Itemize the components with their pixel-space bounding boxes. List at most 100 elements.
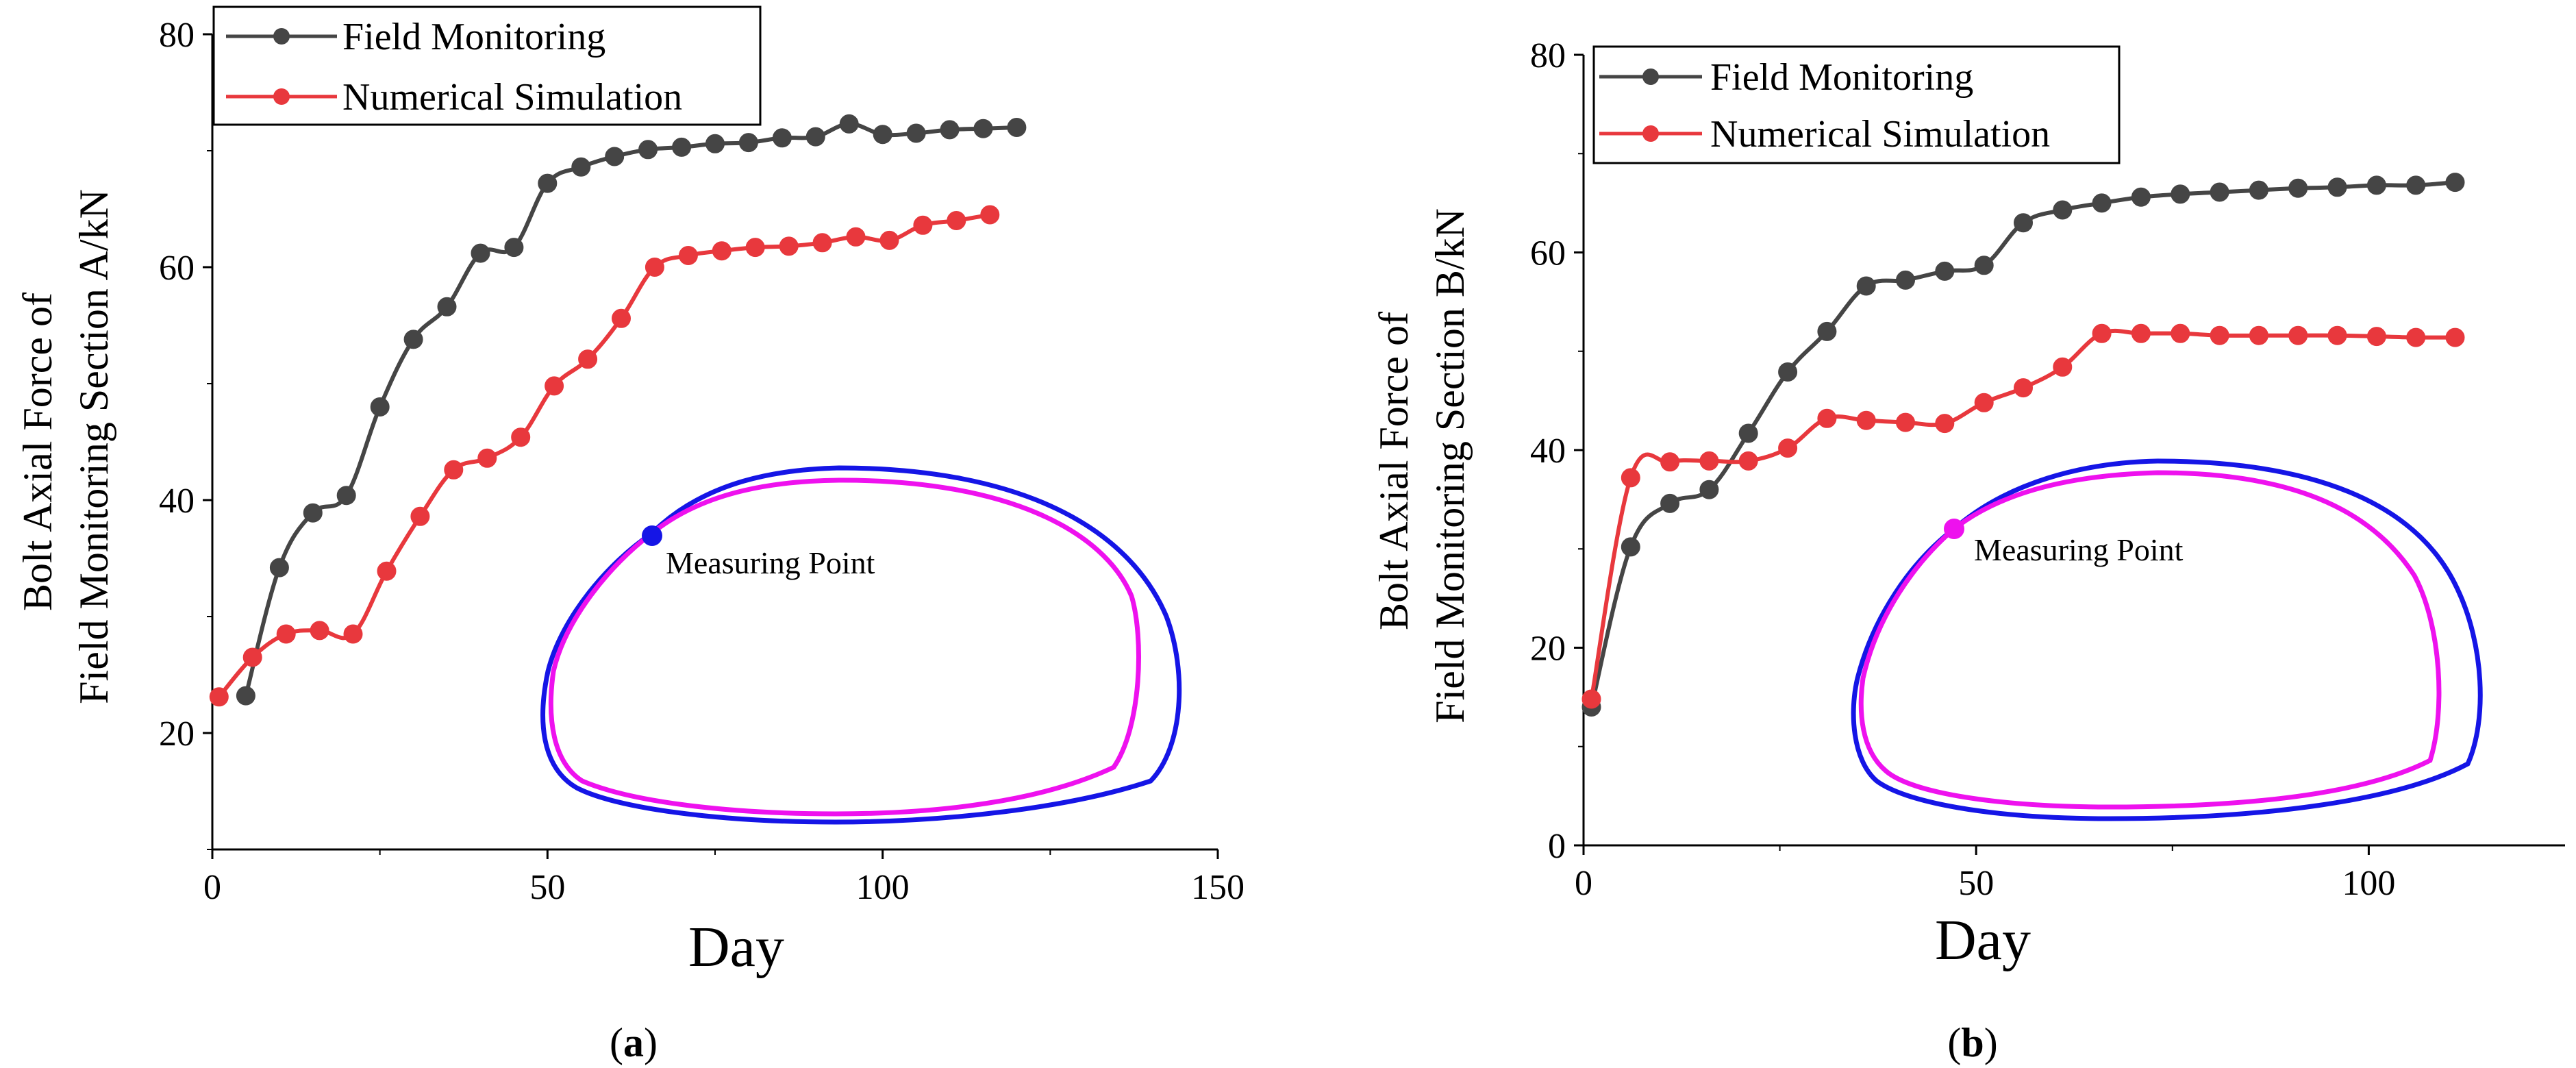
- data-point-field-monitoring: [839, 114, 859, 134]
- data-point-field-monitoring: [1896, 270, 1915, 290]
- data-point-numerical-simulation: [2366, 327, 2386, 347]
- measuring-point-dot-b: [1944, 519, 1964, 539]
- measuring-point-label-b: Measuring Point: [1974, 532, 2184, 567]
- data-point-field-monitoring: [1007, 118, 1027, 137]
- data-point-field-monitoring: [906, 123, 926, 143]
- y-axis-label-line2-b: Field Monitoring Section B/kN: [1427, 208, 1473, 723]
- data-point-numerical-simulation: [2406, 327, 2426, 347]
- chart-panel-b: 0 20 40 60 80 0 50 100 Measuring Point Field Mo…: [1371, 36, 2565, 1065]
- data-point-field-monitoring: [672, 137, 692, 157]
- data-point-numerical-simulation: [410, 506, 430, 526]
- data-point-field-monitoring: [2053, 200, 2073, 220]
- data-point-field-monitoring: [1778, 362, 1798, 382]
- tunnel-inner-profile-b: [1858, 470, 2442, 810]
- data-point-field-monitoring: [437, 297, 457, 316]
- data-point-numerical-simulation: [1856, 410, 1876, 430]
- data-point-numerical-simulation: [2131, 323, 2151, 343]
- data-point-field-monitoring: [605, 147, 625, 166]
- measuring-point-dot-a: [642, 525, 662, 546]
- data-point-numerical-simulation: [2327, 325, 2347, 345]
- tunnel-outer-profile-b: [1851, 458, 2483, 821]
- plot-area-a: 20 40 60 80 0 50 100 150: [159, 16, 1245, 907]
- data-point-numerical-simulation: [545, 376, 564, 396]
- data-point-field-monitoring: [336, 486, 356, 506]
- data-point-numerical-simulation: [2210, 325, 2229, 345]
- series-line-field-monitoring-b: [1589, 180, 2455, 708]
- legend-item-field-monitoring-a: Field Monitoring: [226, 16, 605, 58]
- data-point-field-monitoring: [1660, 493, 1680, 513]
- y-axis-label-line2-a: Field Monitoring Section A/kN: [71, 189, 116, 704]
- data-point-numerical-simulation: [645, 258, 664, 277]
- data-point-field-monitoring: [1699, 480, 1719, 499]
- data-point-field-monitoring: [973, 119, 993, 138]
- data-point-numerical-simulation: [812, 233, 832, 253]
- chart-panel-a: 20 40 60 80 0 50 100 150 Measuring Point Field …: [15, 5, 1245, 1065]
- y-tick-label: 20: [159, 715, 195, 754]
- data-point-numerical-simulation: [578, 349, 598, 369]
- legend-box-b: [1592, 45, 2121, 164]
- data-point-field-monitoring: [303, 503, 323, 523]
- data-point-field-monitoring: [738, 133, 758, 153]
- y-tick-label: 40: [1530, 432, 1566, 471]
- legend-label-numerical-simulation-a: Numerical Simulation: [342, 76, 682, 119]
- data-point-numerical-simulation: [343, 624, 363, 644]
- data-point-numerical-simulation: [2092, 323, 2112, 343]
- data-point-numerical-simulation: [1817, 408, 1837, 428]
- y-tick-label: 80: [1530, 36, 1566, 75]
- data-point-field-monitoring: [2014, 213, 2033, 233]
- data-point-numerical-simulation: [2053, 357, 2073, 377]
- data-point-numerical-simulation: [1974, 393, 1994, 412]
- tunnel-inset-b: Measuring Point: [1851, 458, 2483, 821]
- legend-label-numerical-simulation-b: Numerical Simulation: [1710, 113, 2050, 156]
- data-point-field-monitoring: [370, 397, 390, 417]
- data-point-numerical-simulation: [444, 460, 464, 480]
- data-point-numerical-simulation: [947, 211, 966, 230]
- data-point-numerical-simulation: [1660, 452, 1680, 472]
- data-point-field-monitoring: [504, 238, 524, 258]
- data-point-field-monitoring: [1738, 423, 1758, 443]
- data-point-numerical-simulation: [612, 308, 631, 328]
- data-point-numerical-simulation: [1621, 468, 1640, 488]
- x-tick-label: 150: [1191, 868, 1245, 907]
- data-point-numerical-simulation: [2249, 325, 2268, 345]
- data-point-field-monitoring: [805, 127, 825, 147]
- data-point-field-monitoring: [772, 128, 792, 148]
- data-point-field-monitoring: [2131, 187, 2151, 207]
- plot-area-b: 0 20 40 60 80 0 50 100: [1530, 36, 2565, 903]
- data-point-field-monitoring: [571, 157, 591, 177]
- data-point-numerical-simulation: [2014, 378, 2033, 398]
- data-point-field-monitoring: [940, 120, 960, 140]
- panel-label-a: (a): [610, 1020, 658, 1065]
- data-point-field-monitoring: [2210, 182, 2229, 202]
- y-tick-label: 20: [1530, 630, 1566, 669]
- legend-item-numerical-simulation-a: Numerical Simulation: [226, 76, 682, 119]
- y-tick-label: 60: [1530, 234, 1566, 273]
- data-point-numerical-simulation: [1896, 412, 1915, 432]
- y-tick-label: 60: [159, 249, 195, 288]
- legend-label-field-monitoring-b: Field Monitoring: [1710, 56, 1973, 99]
- data-point-numerical-simulation: [2445, 327, 2465, 347]
- x-tick-label: 100: [2342, 864, 2395, 903]
- y-axis-label-line1-b: Bolt Axial Force of: [1371, 312, 1416, 630]
- panel-label-b: (b): [1947, 1020, 1997, 1065]
- data-point-field-monitoring: [471, 243, 490, 263]
- data-point-numerical-simulation: [242, 647, 262, 667]
- tunnel-outer-profile-a: [540, 465, 1182, 825]
- y-axis-label-b: Bolt Axial Force of Field Monitoring Sec…: [1371, 208, 1473, 723]
- panel-letter-b: b: [1961, 1020, 1984, 1065]
- data-point-field-monitoring: [236, 686, 255, 706]
- data-point-numerical-simulation: [980, 205, 1000, 225]
- data-point-field-monitoring: [1935, 261, 1955, 281]
- data-point-numerical-simulation: [477, 448, 497, 468]
- data-point-numerical-simulation: [310, 621, 329, 641]
- legend-item-field-monitoring-b: Field Monitoring: [1599, 56, 1973, 99]
- data-point-numerical-simulation: [1778, 438, 1798, 458]
- legend-a: Field Monitoring Numerical Simulation: [212, 5, 762, 126]
- legend-box-a: [212, 5, 762, 126]
- data-point-numerical-simulation: [745, 238, 765, 258]
- data-point-numerical-simulation: [879, 230, 899, 250]
- y-axis-label-a: Bolt Axial Force of Field Monitoring Sec…: [15, 189, 116, 704]
- y-tick-label: 40: [159, 482, 195, 521]
- x-tick-label: 100: [856, 868, 910, 907]
